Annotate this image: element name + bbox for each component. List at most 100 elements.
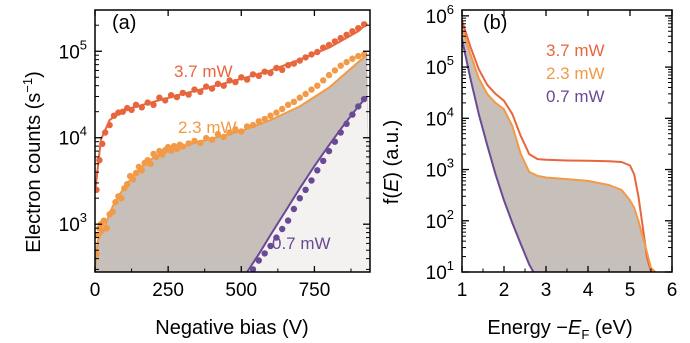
panel-b-x-axis-label: Energy −EF (eV) [487,317,632,342]
panel-b-y-tick-label-5: 106 [426,2,454,28]
panel-a: 0 250 500 750 103 104 105 (a) 3.7 mW 2.3 mW 0.… [20,9,371,339]
panel-a-x-tick-label-3: 750 [299,280,331,301]
panel-a-point-3-7-mw-38 [296,57,303,64]
panel-a-point-3-7-mw-15 [162,97,169,104]
panel-a-label-3-7mw: 3.7 mW [174,62,233,81]
panel-a-point-2-3-mw-23 [153,153,160,161]
panel-a-point-3-7-mw-33 [267,69,274,77]
panel-a-point-3-7-mw-34 [273,64,280,72]
panel-a-point-2-3-mw-6 [103,225,110,232]
panel-a-point-3-7-mw-16 [167,92,175,99]
panel-a-point-3-7-mw-12 [144,99,151,106]
panel-a-y-axis-label-close: ) [23,71,45,78]
panel-a-point-3-7-mw-32 [261,68,268,75]
panel-a-point-2-3-mw-46 [261,115,268,123]
panel-a-point-3-7-mw-40 [308,51,315,58]
panel-a-point-0-7-mw-17 [349,111,356,118]
panel-b-y-axis-label-var: E [381,178,403,192]
panel-a-point-0-7-mw-7 [290,205,298,213]
panel-b-y-tick-label-3: 104 [426,104,454,130]
panel-a-point-3-7-mw-20 [191,86,198,93]
panel-a-point-3-7-mw-29 [243,76,251,83]
panel-a-x-axis-label: Negative bias (V) [155,317,308,339]
panel-a-point-3-7-mw-49 [360,21,368,28]
panel-a-label-2-3mw: 2.3 mW [178,118,237,137]
panel-a-point-2-3-mw-21 [147,160,154,167]
panel-a-y-axis-label-sup: −1 [20,78,35,93]
panel-b-y-axis-label-suffix: ) (a.u.) [381,120,403,179]
panel-a-point-3-7-mw-23 [208,85,216,92]
panel-a-point-2-3-mw-53 [302,90,309,98]
panel-a-point-3-7-mw-25 [220,82,227,89]
panel-a-point-0-7-mw-5 [279,225,286,233]
panel-a-point-2-3-mw-42 [238,128,245,135]
panel-a-point-2-3-mw-49 [279,105,286,113]
panel-a-point-3-7-mw-31 [255,72,262,80]
panel-a-point-3-7-mw-7 [119,108,127,115]
panel-a-point-0-7-mw-18 [355,103,362,110]
panel-a-point-2-3-mw-50 [284,101,292,109]
panel-b-legend-2-3mw: 2.3 mW [546,64,605,83]
panel-a-point-3-7-mw-36 [284,61,292,69]
panel-a-x-tick-label-1: 250 [152,280,184,301]
panel-a-point-3-7-mw-2 [99,140,106,147]
panel-a-point-2-3-mw-34 [191,137,198,145]
panel-a-light-region [247,96,370,272]
panel-a-point-3-7-mw-21 [197,88,204,96]
panel-b-x-tick-label-1: 2 [499,280,510,301]
panel-b-y-axis-label-prefix: f( [381,192,403,205]
panel-a-point-2-3-mw-33 [185,140,192,147]
panel-a-y-axis-label: Electron counts (s−1) [20,71,45,253]
panel-a-point-3-7-mw-41 [314,48,321,56]
panel-b-x-axis-label-unit: (eV) [589,317,632,339]
panel-a-ticks: 0 250 500 750 103 104 105 [59,9,370,301]
panel-a-point-3-7-mw-19 [185,91,192,98]
panel-b-x-tick-label-2: 3 [541,280,552,301]
panel-a-point-3-7-mw-14 [156,94,163,101]
panel-b-line-2-3-mw [462,26,656,272]
panel-a-point-2-3-mw-18 [138,167,145,174]
panel-a-point-3-7-mw-35 [279,66,286,74]
panel-a-point-2-3-mw-48 [273,109,280,116]
panel-a-point-0-7-mw-8 [296,195,303,202]
panel-a-point-2-3-mw-16 [132,169,140,177]
panel-a-point-2-3-mw-56 [320,77,327,84]
panel-a-point-2-3-mw-54 [308,86,315,93]
panel-a-point-2-3-mw-0 [95,251,100,258]
panel-a-point-2-3-mw-11 [118,195,125,202]
panel-a-point-3-7-mw-4 [106,121,113,129]
panel-a-point-2-3-mw-35 [197,139,204,147]
panel-a-point-3-7-mw-48 [355,25,362,32]
panel-a-point-2-3-mw-45 [255,118,262,125]
panel-a-point-0-7-mw-13 [325,147,333,155]
panel-a-point-2-3-mw-52 [296,94,303,101]
panel-a-point-3-7-mw-9 [128,106,135,114]
panel-a-point-2-3-mw-38 [214,130,222,138]
panel-a-point-2-3-mw-43 [243,123,251,130]
panel-b-fit-layer [462,20,656,272]
panel-a-point-0-7-mw-11 [314,167,321,174]
panel-b-x-axis-label-var: E [568,317,582,339]
panel-b-x-tick-label-4: 5 [625,280,636,301]
panel-a-point-2-3-mw-5 [100,217,108,224]
panel-a-shade-layer [95,54,370,272]
panel-a-point-0-7-mw-1 [255,257,262,264]
panel-a-point-2-3-mw-15 [129,176,137,183]
panel-a-point-3-7-mw-45 [337,34,344,42]
panel-a-point-0-7-mw-19 [360,95,368,103]
panel-a-point-2-3-mw-63 [360,51,368,58]
panel-a-tag: (a) [112,12,136,34]
panel-a-x-tick-label-0: 0 [90,280,101,301]
panel-a-point-3-7-mw-24 [214,80,222,88]
panel-b-line-0-7-mw [462,38,535,272]
panel-a-y-tick-label-2: 105 [59,37,87,63]
panel-a-point-3-7-mw-28 [238,74,245,81]
panel-a-point-2-3-mw-61 [349,55,356,62]
panel-a-point-2-3-mw-13 [124,181,131,188]
panel-a-point-2-3-mw-57 [325,71,333,79]
panel-a-point-0-7-mw-0 [249,266,257,272]
panel-b-x-tick-label-3: 4 [583,280,594,301]
panel-a-point-2-3-mw-41 [232,126,239,133]
panel-b-shade-layer [462,27,656,272]
